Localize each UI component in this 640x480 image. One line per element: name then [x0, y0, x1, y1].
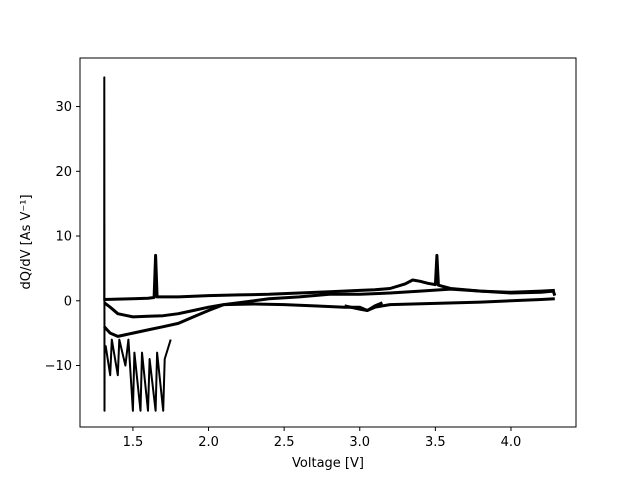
x-tick-label: 4.0: [501, 435, 522, 450]
x-tick-label: 3.0: [349, 435, 370, 450]
x-tick-label: 2.0: [198, 435, 219, 450]
x-axis-label: Voltage [V]: [292, 456, 364, 471]
x-axis: 1.5 2.0 2.5 3.0 3.5 4.0: [123, 427, 522, 450]
y-axis: −10 0 10 20 30: [45, 100, 80, 374]
y-tick-label: 30: [55, 100, 72, 115]
x-tick-label: 1.5: [123, 435, 144, 450]
y-tick-label: 10: [55, 230, 72, 245]
y-tick-label: −10: [45, 359, 72, 374]
plot-lines: [103, 76, 557, 412]
plot-frame: [79, 57, 577, 428]
series-line-4: [103, 76, 172, 412]
x-tick-label: 2.5: [274, 435, 295, 450]
series-line-3: [103, 287, 555, 338]
x-tick-label: 3.5: [425, 435, 446, 450]
y-axis-label: dQ/dV [As V⁻¹]: [19, 194, 34, 289]
y-tick-label: 20: [55, 165, 72, 180]
series-line-5: [344, 301, 383, 312]
series-line-2: [103, 297, 555, 319]
y-tick-label: 0: [64, 294, 72, 309]
